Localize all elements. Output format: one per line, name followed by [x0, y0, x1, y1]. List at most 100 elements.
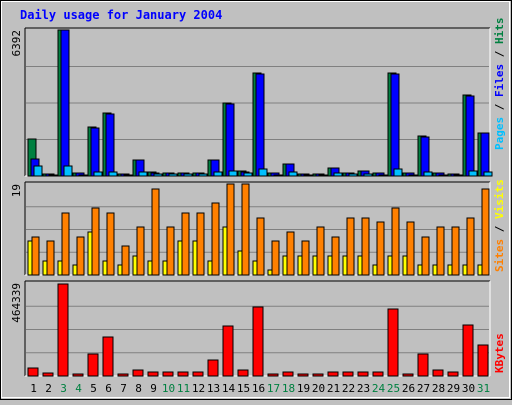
- bar-kbytes-day-4: [72, 373, 84, 377]
- day-label: 28: [432, 382, 445, 395]
- bar-sites-day-20: [316, 226, 325, 276]
- bar-kbytes-day-10: [162, 371, 174, 377]
- legend-part: KBytes: [493, 333, 506, 373]
- outer-border-light: [1, 1, 510, 398]
- legend-part: Sites: [493, 239, 506, 272]
- bar-kbytes-day-9: [147, 371, 159, 377]
- y-max-label: 19: [10, 184, 23, 197]
- bar-pages-day-28: [438, 174, 448, 177]
- legend-part: Visits: [493, 179, 506, 219]
- bar-sites-day-18: [286, 231, 295, 276]
- bar-sites-day-9: [151, 188, 160, 276]
- bar-kbytes-day-17: [267, 373, 279, 377]
- bar-sites-day-25: [391, 207, 400, 276]
- bar-sites-day-14: [226, 183, 235, 276]
- day-label: 31: [477, 382, 490, 395]
- bar-sites-day-24: [376, 221, 385, 276]
- bar-sites-day-28: [436, 226, 445, 276]
- bar-pages-day-11: [183, 173, 193, 177]
- panel-visits-sites: 19 Sites / Visits: [10, 179, 506, 276]
- panel-hits-files-pages: 6392 Pages / Files / Hits: [10, 18, 506, 177]
- bar-sites-day-27: [421, 236, 430, 276]
- bar-sites-day-22: [346, 217, 355, 276]
- day-label: 22: [342, 382, 355, 395]
- bar-pages-day-13: [213, 171, 223, 177]
- bar-pages-day-26: [408, 174, 418, 177]
- bar-kbytes-day-23: [357, 371, 369, 377]
- bar-pages-day-24: [378, 174, 388, 177]
- bar-kbytes-day-22: [342, 371, 354, 377]
- bar-kbytes-day-8: [132, 369, 144, 377]
- day-label: 16: [252, 382, 265, 395]
- bar-kbytes-day-24: [372, 371, 384, 377]
- day-label: 24: [372, 382, 386, 395]
- bar-sites-day-15: [241, 183, 250, 276]
- series-legend-label: Sites / Visits: [493, 179, 506, 272]
- bar-kbytes-day-30: [462, 324, 474, 377]
- bar-kbytes-day-1: [27, 367, 39, 377]
- bar-sites-day-2: [46, 240, 55, 276]
- day-label: 10: [162, 382, 175, 395]
- day-label: 4: [75, 382, 82, 395]
- bar-sites-day-10: [166, 226, 175, 276]
- bar-kbytes-day-27: [417, 353, 429, 377]
- day-label: 27: [417, 382, 430, 395]
- day-label: 21: [327, 382, 340, 395]
- bar-pages-day-23: [363, 173, 373, 177]
- bar-pages-day-27: [423, 171, 433, 177]
- bar-pages-day-20: [318, 174, 328, 177]
- bar-sites-day-29: [451, 226, 460, 276]
- bar-kbytes-day-20: [312, 373, 324, 377]
- legend-part: /: [493, 97, 506, 117]
- bar-pages-day-22: [348, 173, 358, 177]
- bar-sites-day-11: [181, 212, 190, 276]
- day-label: 18: [282, 382, 295, 395]
- bar-kbytes-day-12: [192, 371, 204, 377]
- bar-kbytes-day-11: [177, 371, 189, 377]
- bar-pages-day-2: [48, 174, 58, 177]
- day-label: 6: [105, 382, 112, 395]
- bar-files-day-25: [390, 73, 400, 177]
- bar-pages-day-6: [108, 171, 118, 177]
- bar-kbytes-day-6: [102, 336, 114, 377]
- bar-pages-day-15: [243, 172, 253, 177]
- day-label: 12: [192, 382, 205, 395]
- bar-sites-day-26: [406, 221, 415, 276]
- bar-sites-day-31: [481, 188, 490, 276]
- bar-sites-day-12: [196, 212, 205, 276]
- bar-kbytes-day-28: [432, 369, 444, 377]
- bar-sites-day-4: [76, 236, 85, 276]
- chart-panels: 6392 Pages / Files / Hits 19 Sites / Visits…: [10, 18, 506, 377]
- x-axis-day-labels: 1 2 3 4 5 6 7 8 9 10 11 12 13 14 15 16 17 18 19 20 21 22 23 24 2…: [30, 382, 490, 395]
- bar-pages-day-12: [198, 173, 208, 177]
- bar-files-day-27: [420, 136, 430, 177]
- day-label: 30: [462, 382, 475, 395]
- chart-title: Daily usage for January 2004: [20, 8, 222, 22]
- bar-pages-day-30: [468, 170, 478, 177]
- day-label: 8: [135, 382, 142, 395]
- bar-files-day-14: [225, 103, 235, 177]
- bar-sites-day-8: [136, 226, 145, 276]
- day-label: 13: [207, 382, 220, 395]
- bar-files-day-16: [255, 73, 265, 177]
- bar-pages-day-4: [78, 174, 88, 177]
- bar-kbytes-day-18: [282, 371, 294, 377]
- bar-kbytes-day-25: [387, 308, 399, 377]
- bar-sites-day-6: [106, 212, 115, 276]
- day-label: 1: [30, 382, 37, 395]
- bar-pages-day-1: [33, 165, 43, 177]
- bar-pages-day-8: [138, 171, 148, 177]
- day-label: 2: [45, 382, 52, 395]
- bar-sites-day-19: [301, 240, 310, 276]
- day-label: 9: [150, 382, 157, 395]
- day-label: 26: [402, 382, 415, 395]
- bar-pages-day-3: [63, 165, 73, 177]
- bar-pages-day-21: [333, 172, 343, 177]
- bar-pages-day-18: [288, 171, 298, 177]
- bar-kbytes-day-15: [237, 369, 249, 377]
- day-label: 15: [237, 382, 250, 395]
- legend-part: Files: [493, 64, 506, 97]
- bar-pages-day-19: [303, 174, 313, 177]
- bar-kbytes-day-3: [57, 283, 69, 377]
